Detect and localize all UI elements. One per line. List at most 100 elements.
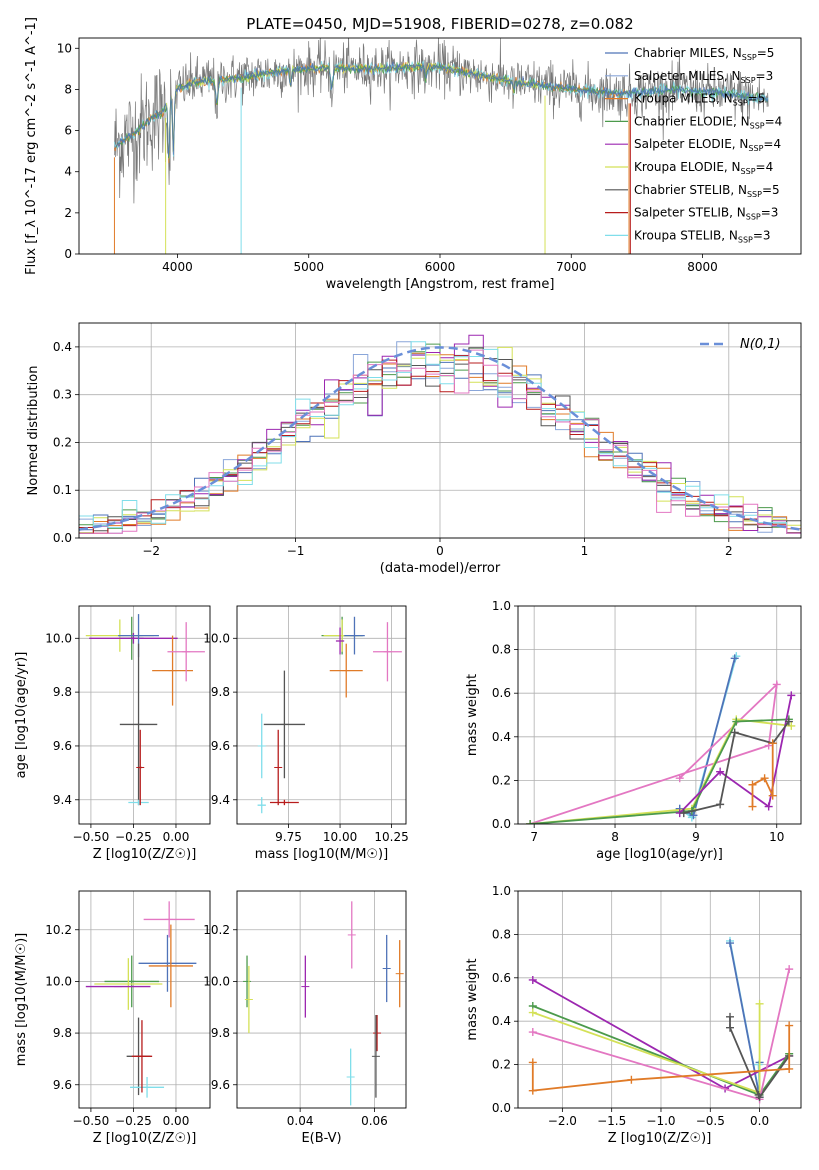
mass-weight-marker <box>760 774 769 783</box>
y-tick-label: 0.2 <box>53 435 72 449</box>
x-tick-label: 8 <box>611 830 619 844</box>
mass-weight-series <box>679 695 793 814</box>
mass-weight-marker <box>526 820 535 824</box>
residual-histogram <box>79 341 801 534</box>
errorbar-point <box>131 1020 153 1093</box>
residual-histogram <box>79 349 801 534</box>
y-tick-label: 10.2 <box>45 923 72 937</box>
errorbar-point <box>244 965 253 1034</box>
axes-frame <box>78 322 802 539</box>
x-tick-label: 6000 <box>425 260 456 274</box>
x-axis-label: E(B-V) <box>301 1131 341 1146</box>
y-tick-label: 2 <box>64 206 72 220</box>
y-tick-label: 9.4 <box>53 793 72 807</box>
axes-frame <box>517 890 802 1109</box>
plot-area <box>257 616 402 814</box>
y-tick-label: 10.2 <box>203 923 230 937</box>
spectrum-panel: 4000 5000 6000 7000 8000 0 2 4 6 8 10 wavelength [A… <box>24 17 802 292</box>
y-tick-label: 0.0 <box>492 817 511 831</box>
y-tick-label: 0.1 <box>53 483 72 497</box>
y-tick-label: 9.6 <box>53 1078 72 1092</box>
x-tick-label: 0.0 <box>750 1114 769 1128</box>
mass-weight-marker <box>768 791 777 800</box>
x-tick-label: 1 <box>581 544 589 558</box>
x-tick-label: 9 <box>692 830 700 844</box>
errorbar-point <box>373 622 402 682</box>
mass-weight-marker <box>772 680 781 689</box>
mass-weight-marker <box>755 999 764 1008</box>
x-tick-label: −1.5 <box>597 1114 626 1128</box>
y-axis-label: Flux [f_λ 10^-17 erg cm^-2 s^-1 A^-1] <box>24 17 39 275</box>
y-tick-label: 0.8 <box>492 643 511 657</box>
y-tick-label: 9.6 <box>211 1078 230 1092</box>
y-tick-label: 10.0 <box>45 974 72 988</box>
legend-entry: Salpeter ELODIE, NSSP=4 <box>634 137 781 153</box>
mass-weight-marker <box>785 1021 794 1030</box>
spectrum-legend: Chabrier MILES, NSSP=5 Salpeter MILES, NS… <box>605 46 782 244</box>
y-tick-label: 10.0 <box>203 974 230 988</box>
age-vs-mass-panel: 9.75 10.00 10.25 9.4 9.6 9.8 10.0 mass [log10(M… <box>203 605 409 862</box>
x-axis-label: (data-model)/error <box>380 561 501 576</box>
errorbar-point <box>346 1048 355 1106</box>
mass-weight-marker <box>732 717 741 726</box>
legend-entry: Kroupa STELIB, NSSP=3 <box>634 228 771 244</box>
legend-entry: Kroupa MILES, NSSP=5 <box>634 92 765 108</box>
mass-weight-marker <box>730 728 739 737</box>
y-tick-label: 10.0 <box>203 631 230 645</box>
errorbar-point <box>274 729 283 806</box>
legend-entry: Chabrier ELODIE, NSSP=4 <box>634 114 782 130</box>
normal-curve <box>79 346 801 531</box>
plot-area <box>85 901 197 1098</box>
y-tick-label: 9.6 <box>53 739 72 753</box>
y-tick-label: 10.0 <box>45 631 72 645</box>
mass-weight-marker <box>528 1058 537 1067</box>
axes-frame <box>78 605 211 825</box>
x-axis-label: age [log10(age/yr)] <box>596 847 723 862</box>
errorbar-point <box>130 1077 165 1098</box>
x-tick-label: −0.25 <box>115 1114 152 1128</box>
axes-frame <box>78 37 802 255</box>
residuals-panel: −2 −1 0 1 2 0.0 0.1 0.2 0.3 0.4 (data-model)/error… <box>26 322 802 576</box>
y-axis-label: mass weight <box>465 958 480 1040</box>
errorbar-point <box>344 616 365 655</box>
errorbar-point <box>128 799 149 806</box>
errorbar-point <box>119 643 158 806</box>
errorbar-point <box>263 670 306 779</box>
errorbar-point <box>335 627 345 655</box>
legend-entry: Salpeter MILES, NSSP=3 <box>634 69 773 85</box>
errorbar-point <box>243 955 252 1008</box>
y-tick-label: 0.6 <box>492 971 511 985</box>
x-tick-label: 8000 <box>687 260 718 274</box>
errorbar-point <box>89 632 178 644</box>
y-axis-label: mass weight <box>465 674 480 756</box>
axes-frame <box>236 890 407 1109</box>
x-axis-label: Z [log10(Z/Z☉)] <box>608 1131 712 1146</box>
y-tick-label: 10 <box>57 41 72 55</box>
mass-weight-marker <box>716 767 725 776</box>
x-tick-label: 0.06 <box>361 1114 388 1128</box>
mass-weight-marker <box>689 811 698 820</box>
errorbar-point <box>257 797 266 814</box>
mass-weight-marker <box>730 654 739 663</box>
legend-entry: N(0,1) <box>740 337 781 352</box>
legend-entry: Chabrier MILES, NSSP=5 <box>634 46 774 62</box>
y-tick-label: 0.0 <box>492 1101 511 1115</box>
x-tick-label: 0.04 <box>287 1114 314 1128</box>
mass-weight-marker <box>716 800 725 809</box>
plot-area <box>526 652 796 824</box>
mass-weight-marker <box>726 939 735 948</box>
errorbar-point <box>373 1015 382 1052</box>
errorbar-point <box>269 799 299 806</box>
errorbar-point <box>257 713 266 779</box>
residual-histogram <box>79 346 801 534</box>
x-tick-label: 0.00 <box>163 830 190 844</box>
mass-weight-marker <box>768 739 777 748</box>
errorbar-point <box>138 934 197 992</box>
legend-entry: Kroupa ELODIE, NSSP=4 <box>634 160 773 176</box>
errorbar-point <box>167 622 205 682</box>
age-vs-metallicity-panel: −0.50 −0.25 0.00 9.4 9.6 9.8 10.0 Z [log10(Z/Z☉… <box>14 605 211 862</box>
mass-weight-marker <box>785 1064 794 1073</box>
y-tick-label: 0.6 <box>492 686 511 700</box>
x-axis-label: mass [log10(M/M☉)] <box>255 847 388 862</box>
y-tick-label: 4 <box>64 165 72 179</box>
